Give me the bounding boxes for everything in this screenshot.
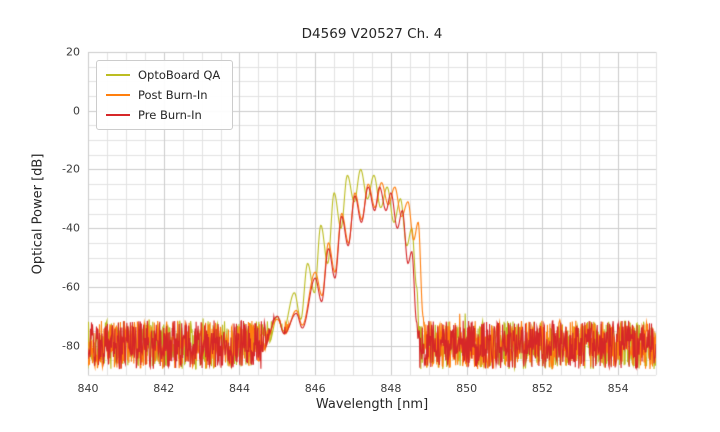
legend-label: OptoBoard QA — [138, 68, 221, 82]
x-tick-label: 850 — [456, 382, 478, 395]
x-tick-label: 842 — [153, 382, 175, 395]
y-tick-label: 20 — [66, 45, 80, 59]
y-tick-label: 0 — [73, 104, 80, 118]
legend-item-post-burn-in: Post Burn-In — [106, 88, 220, 102]
x-tick-label: 848 — [380, 382, 402, 395]
legend-label: Post Burn-In — [138, 88, 208, 102]
x-axis-label: Wavelength [nm] — [315, 397, 429, 412]
legend-line-swatch-pre-burn-in — [106, 113, 130, 117]
y-tick-label: -20 — [62, 162, 80, 176]
x-tick-label: 840 — [77, 382, 99, 395]
y-tick-label: -80 — [62, 339, 80, 353]
legend-item-pre-burn-in: Pre Burn-In — [106, 108, 220, 122]
x-tick-label: 846 — [304, 382, 326, 395]
y-axis-label: Optical Power [dB] — [30, 153, 46, 275]
x-tick-label: 854 — [607, 382, 629, 395]
chart-title: D4569 V20527 Ch. 4 — [301, 26, 443, 42]
y-tick-label: -60 — [62, 280, 80, 294]
y-tick-label: -40 — [62, 221, 80, 235]
legend-line-swatch-post-burn-in — [106, 93, 130, 97]
x-tick-label: 844 — [228, 382, 250, 395]
legend: OptoBoard QA Post Burn-In Pre Burn-In — [96, 60, 234, 130]
legend-item-optoboard-qa: OptoBoard QA — [106, 68, 220, 82]
x-tick-label: 852 — [531, 382, 553, 395]
legend-line-swatch-optoboard-qa — [106, 73, 130, 77]
legend-label: Pre Burn-In — [138, 108, 202, 122]
